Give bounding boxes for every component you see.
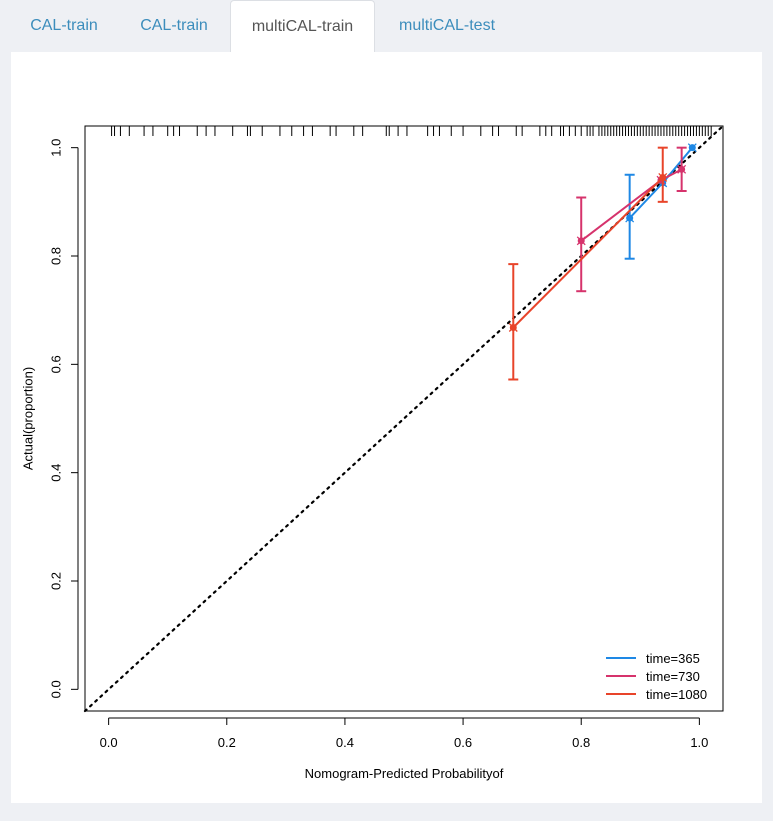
y-axis-title: Actual(proportion) — [20, 367, 35, 470]
tab-multical-train[interactable]: multiCAL-train — [230, 0, 375, 54]
plot-frame — [84, 125, 724, 712]
y-tick-label: 0.6 — [48, 355, 63, 373]
x-tick-label: 0.0 — [100, 735, 118, 750]
y-tick-label: 0.0 — [48, 680, 63, 698]
x-tick-label: 1.0 — [690, 735, 708, 750]
y-tick-label: 1.0 — [48, 139, 63, 157]
series-line — [512, 176, 664, 329]
x-axis-title: Nomogram-Predicted Probabilityof — [305, 766, 504, 781]
x-tick-label: 0.8 — [572, 735, 590, 750]
y-tick-label: 0.2 — [48, 572, 63, 590]
calibration-chart: 0.0 0.2 0.4 0.6 0.8 1.0 0.0 0.2 0.4 0.6 0.8 1.0 Nomo… — [20, 124, 725, 781]
legend-label: time=365 — [646, 651, 700, 666]
legend-label: time=1080 — [646, 687, 707, 702]
y-tick-label: 0.4 — [48, 464, 63, 482]
data-point-cross — [625, 213, 635, 223]
x-tick-label: 0.6 — [454, 735, 472, 750]
legend-label: time=730 — [646, 669, 700, 684]
tab-multical-test[interactable]: multiCAL-test — [398, 17, 496, 34]
legend: time=365 time=730 time=1080 — [606, 651, 707, 702]
tab-bar: CAL-train CAL-train multiCAL-train multi… — [0, 0, 773, 54]
data-point-cross — [576, 236, 586, 246]
x-tick-label: 0.4 — [336, 735, 354, 750]
x-tick-label: 0.2 — [218, 735, 236, 750]
y-tick-label: 0.8 — [48, 247, 63, 265]
tab-cal-train-1[interactable]: CAL-train — [30, 17, 98, 34]
tab-cal-train-2[interactable]: CAL-train — [140, 17, 208, 34]
series-time-1080 — [508, 146, 668, 381]
rug-ticks — [111, 126, 712, 136]
data-point-cross — [508, 323, 518, 332]
data-point-cross — [687, 143, 697, 153]
data-point-cross — [677, 164, 687, 174]
plot-panel: 0.0 0.2 0.4 0.6 0.8 1.0 0.0 0.2 0.4 0.6 0.8 1.0 Nomo… — [11, 52, 762, 803]
data-point-cross — [658, 172, 668, 182]
series-line — [580, 168, 683, 242]
